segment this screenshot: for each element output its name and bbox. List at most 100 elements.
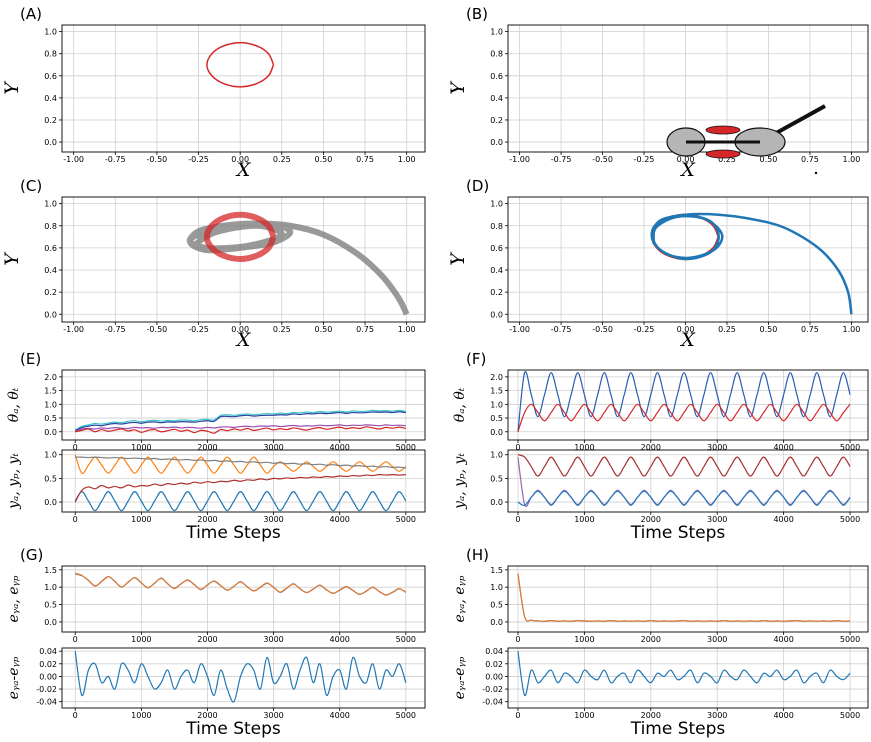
y-tick-label: -0.02 — [482, 685, 503, 694]
x-axis-label: X — [235, 159, 252, 181]
x-tick-label: 0.75 — [356, 155, 374, 164]
y-axis-label: θₐ, θₜ — [6, 387, 22, 422]
x-tick-label: -0.25 — [188, 155, 209, 164]
y-tick-label: 2.0 — [44, 373, 57, 382]
x-tick-label: 5000 — [396, 711, 416, 720]
panel-title: (C) — [20, 177, 42, 195]
x-tick-label: -0.50 — [147, 325, 168, 334]
x-axis-label: X — [679, 159, 696, 181]
y-tick-label: 1.0 — [490, 400, 503, 409]
x-tick-label: -1.00 — [63, 325, 84, 334]
y-tick-label: 1.0 — [490, 200, 503, 209]
x-tick-label: 3000 — [263, 443, 283, 452]
x-tick-label: -1.00 — [509, 325, 530, 334]
panel: 0 1000 2000 3000 4000 5000 -0.04 -0.02 0.00 0.02 0… — [452, 647, 869, 739]
y-tick-label: 1.0 — [44, 28, 57, 37]
x-tick-label: 0 — [515, 635, 520, 644]
x-tick-label: 2000 — [197, 635, 217, 644]
x-tick-label: 3000 — [263, 711, 283, 720]
x-tick-label: 5000 — [840, 635, 860, 644]
panel: 0 1000 2000 3000 4000 5000 -0.04 -0.02 0.00 0.02 0… — [6, 647, 426, 739]
axes-frame — [507, 449, 869, 513]
data-line — [74, 411, 406, 431]
y-tick-label: -0.02 — [36, 685, 57, 694]
x-tick-label: -0.75 — [105, 155, 126, 164]
x-axis-label: X — [679, 329, 696, 351]
x-axis-label: Time Steps — [185, 719, 281, 738]
x-tick-label: 4000 — [773, 635, 793, 644]
y-tick-label: 1.5 — [490, 566, 503, 575]
x-tick-label: 0.00 — [231, 155, 249, 164]
x-tick-label: -0.75 — [105, 325, 126, 334]
y-tick-label: 1.0 — [490, 451, 503, 460]
x-tick-label: 2000 — [197, 515, 217, 524]
panel-title: (H) — [466, 546, 489, 564]
y-tick-label: 0.8 — [490, 222, 503, 231]
data-line — [74, 409, 406, 431]
y-tick-label: 0.5 — [490, 474, 503, 483]
x-tick-label: 4000 — [773, 515, 793, 524]
y-tick-label: 0.6 — [44, 244, 57, 253]
x-tick-label: -0.50 — [592, 325, 613, 334]
x-tick-label: 5000 — [840, 515, 860, 524]
x-tick-label: 1000 — [131, 515, 151, 524]
y-tick-label: 0.4 — [44, 266, 57, 275]
panel: -1.00 -0.75 -0.50 -0.25 0.00 0.25 0.50 0.75 1.00… — [1, 177, 426, 351]
x-tick-label: 2000 — [197, 711, 217, 720]
x-tick-label: 0 — [515, 443, 520, 452]
panel: 0 1000 2000 3000 4000 5000 0.0 0.5 1.0 1.5(G) eᵧₐ,… — [6, 546, 426, 644]
data-line — [650, 212, 853, 315]
y-tick-label: 0.2 — [44, 288, 57, 297]
y-tick-label: 0.04 — [39, 647, 57, 656]
x-tick-label: 0.50 — [315, 155, 333, 164]
x-tick-label: 3000 — [707, 711, 727, 720]
y-tick-label: 1.0 — [44, 200, 57, 209]
y-tick-label: 0.0 — [44, 428, 57, 437]
x-tick-label: 0 — [73, 635, 78, 644]
panel: -1.00 -0.75 -0.50 -0.25 0.00 0.25 0.50 0.75 1.00… — [447, 177, 869, 351]
axes-frame — [61, 647, 426, 709]
y-tick-label: 2.0 — [490, 373, 503, 382]
x-tick-label: 4000 — [330, 443, 350, 452]
x-tick-label: 0 — [515, 711, 520, 720]
y-tick-label: 0.5 — [490, 601, 503, 610]
x-tick-label: 0 — [73, 443, 78, 452]
x-tick-label: -0.75 — [551, 325, 572, 334]
data-line — [517, 454, 851, 477]
x-tick-label: 4000 — [330, 635, 350, 644]
robot-wheel — [705, 149, 741, 159]
y-tick-label: 0.5 — [44, 474, 57, 483]
x-tick-label: 0.25 — [718, 155, 736, 164]
data-line — [517, 490, 851, 507]
x-axis-label: Time Steps — [630, 719, 726, 738]
y-tick-label: 1.0 — [44, 400, 57, 409]
x-tick-label: 3000 — [707, 515, 727, 524]
x-tick-label: 0.50 — [315, 325, 333, 334]
y-tick-label: 0.8 — [44, 50, 57, 59]
y-tick-label: 0.4 — [490, 266, 503, 275]
data-line — [517, 371, 851, 432]
y-tick-label: 0.4 — [44, 94, 57, 103]
x-tick-label: 0 — [515, 515, 520, 524]
y-tick-label: 0.6 — [490, 244, 503, 253]
y-tick-label: 0.8 — [44, 222, 57, 231]
x-tick-label: -1.00 — [63, 155, 84, 164]
y-tick-label: -0.04 — [482, 698, 503, 707]
y-tick-label: 0.8 — [490, 50, 503, 59]
panel: 0 1000 2000 3000 4000 5000 0.0 0.5 1.0 yₐ, yₚ, yₜ… — [6, 449, 426, 543]
data-line — [186, 220, 410, 316]
panel: -1.00 -0.75 -0.50 -0.25 0.00 0.25 0.50 0.75 1.00… — [1, 5, 426, 181]
x-tick-label: 1.00 — [398, 325, 416, 334]
data-line — [75, 456, 406, 469]
y-tick-label: 0.5 — [44, 414, 57, 423]
x-tick-label: 4000 — [773, 711, 793, 720]
x-tick-label: 0.50 — [760, 155, 778, 164]
x-tick-label: -0.25 — [634, 155, 655, 164]
panel-title: (E) — [20, 350, 41, 368]
plot-area — [62, 25, 425, 152]
data-line — [74, 651, 407, 703]
y-axis-label: Y — [447, 251, 469, 266]
data-line — [206, 41, 275, 88]
y-axis-label: yₐ, yₚ, yₜ — [6, 453, 22, 510]
plot-area — [62, 566, 425, 632]
